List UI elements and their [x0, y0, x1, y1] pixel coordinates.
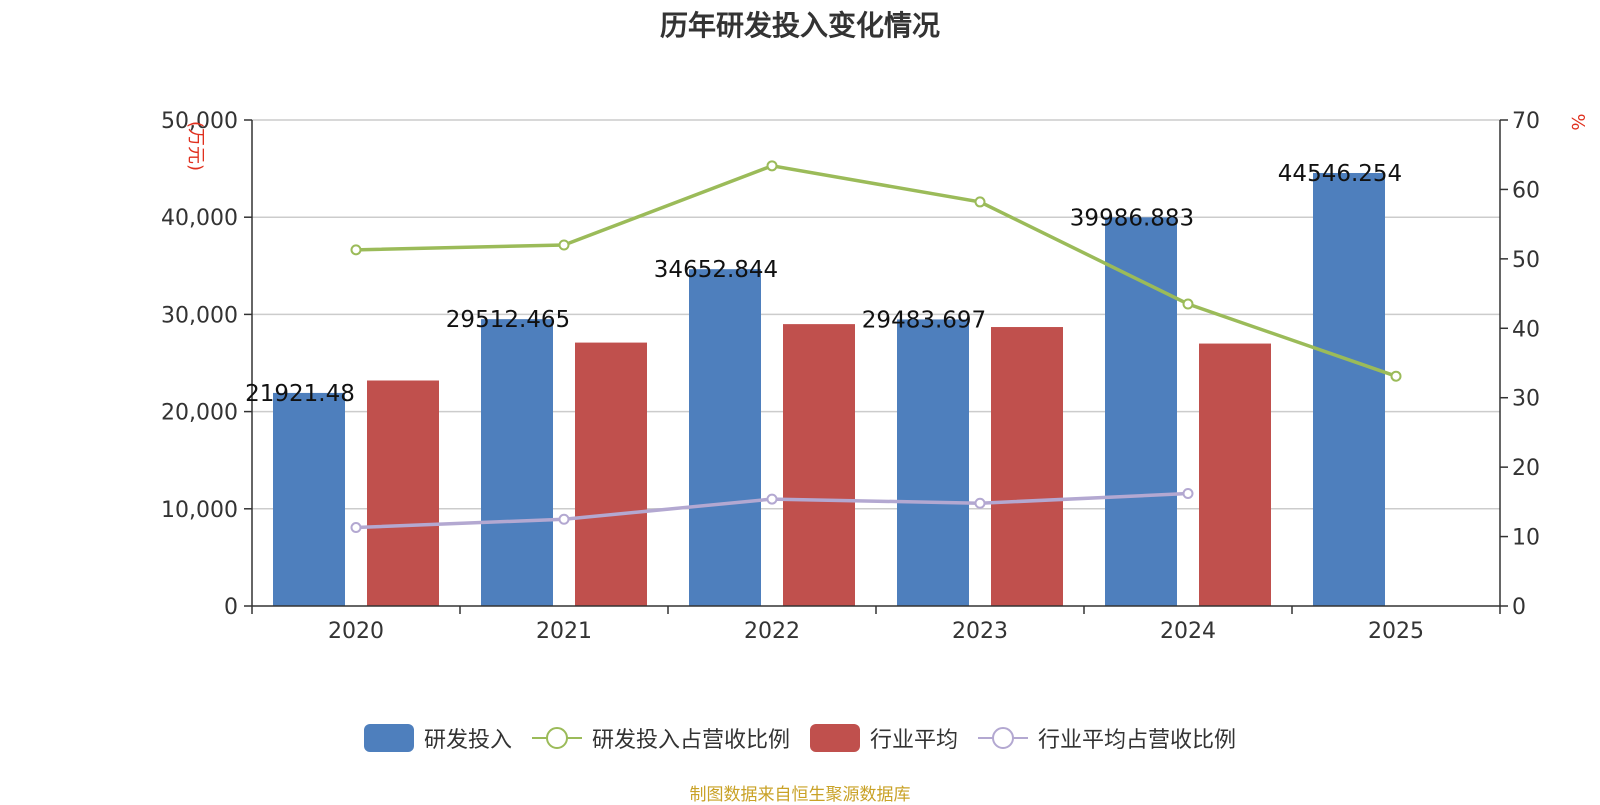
x-axis-tick-label: 2020	[328, 619, 384, 644]
left-axis-unit-label: (万元)	[185, 121, 206, 171]
right-axis-tick-label: 30	[1512, 387, 1540, 412]
right-axis-tick-label: 0	[1512, 595, 1526, 620]
left-axis-tick-label: 10,000	[161, 498, 238, 523]
bar-industry-average	[575, 342, 647, 606]
right-axis-tick-label: 60	[1512, 178, 1540, 203]
data-label-rd-investment: 39986.883	[1070, 205, 1194, 231]
data-label-layer: 21921.48 29512.465 34652.844 29483.697 39986…	[245, 161, 1402, 407]
data-label-rd-investment: 29483.697	[862, 307, 986, 333]
bar-industry-average	[783, 324, 855, 606]
point-rd-ratio	[766, 160, 778, 172]
legend-label: 研发投入	[423, 728, 512, 753]
legend-item[interactable]: 研发投入占营收比例	[531, 722, 790, 754]
point-rd-ratio	[1390, 370, 1402, 382]
point-industry-ratio	[766, 493, 778, 505]
legend-label: 行业平均占营收比例	[1038, 728, 1237, 753]
grid-lines	[252, 119, 1500, 510]
point-industry-ratio	[974, 497, 986, 509]
data-label-rd-investment: 29512.465	[446, 307, 570, 333]
left-axis-tick-label: 20,000	[161, 401, 238, 426]
point-rd-ratio	[1182, 298, 1194, 310]
left-axis-tick-label: 30,000	[161, 303, 238, 328]
right-axis-tick-label: 50	[1512, 248, 1540, 273]
bar-rd-investment	[1105, 217, 1177, 606]
bar-industry-average	[367, 380, 439, 606]
bar-industry-average	[1199, 343, 1271, 606]
legend-item[interactable]: 行业平均	[810, 722, 958, 754]
x-axis-tick-label: 2024	[1160, 619, 1216, 644]
right-axis-tick-label: 40	[1512, 317, 1540, 342]
legend-item[interactable]: 行业平均占营收比例	[978, 722, 1236, 754]
x-axis-tick-label: 2022	[744, 619, 800, 644]
right-axis-tick-label: 20	[1512, 456, 1540, 481]
legend-line-swatch	[978, 727, 1029, 749]
left-axis-tick-label: 50,000	[161, 109, 238, 134]
axis-layer: 0 10,000 20,000 30,000 40,000 50,000 0 10 20 30 40…	[161, 109, 1588, 644]
legend-item[interactable]: 研发投入	[363, 722, 512, 754]
legend-bar-swatch	[810, 724, 860, 752]
bar-layer	[273, 173, 1385, 606]
legend-bar-swatch	[363, 724, 414, 752]
data-label-rd-investment: 34652.844	[654, 257, 778, 283]
point-rd-ratio	[974, 196, 986, 208]
bar-rd-investment	[273, 392, 345, 606]
point-industry-ratio	[1182, 488, 1194, 500]
x-axis-tick-label: 2023	[952, 619, 1008, 644]
legend-label: 行业平均	[870, 728, 959, 753]
left-axis-tick-label: 0	[224, 595, 238, 620]
bar-industry-average	[991, 327, 1063, 606]
bar-rd-investment	[481, 319, 553, 606]
left-axis-tick-label: 40,000	[161, 206, 238, 231]
point-industry-ratio	[350, 522, 362, 534]
point-rd-ratio	[350, 244, 362, 256]
line-rd-ratio	[355, 164, 1397, 378]
data-label-rd-investment: 21921.48	[245, 381, 355, 407]
data-label-rd-investment: 44546.254	[1278, 161, 1402, 187]
right-axis-tick-label: 10	[1512, 526, 1540, 551]
bar-rd-investment	[1313, 173, 1385, 606]
legend-label: 研发投入占营收比例	[591, 728, 790, 753]
right-axis-unit-label: %	[1567, 113, 1588, 130]
chart-title: 历年研发投入变化情况	[659, 9, 940, 42]
legend: 研发投入 研发投入占营收比例 行业平均 行业平均占营收比例	[0, 722, 1600, 754]
line-layer	[350, 160, 1402, 534]
bar-rd-investment	[897, 319, 969, 606]
right-axis-tick-label: 70	[1512, 109, 1540, 134]
x-axis-tick-label: 2025	[1368, 619, 1424, 644]
point-industry-ratio	[558, 513, 570, 525]
legend-line-swatch	[531, 727, 582, 749]
source-note: 制图数据来自恒生聚源数据库	[689, 785, 911, 805]
bar-rd-investment	[689, 269, 761, 606]
x-axis-tick-label: 2021	[536, 619, 592, 644]
point-rd-ratio	[558, 239, 570, 251]
